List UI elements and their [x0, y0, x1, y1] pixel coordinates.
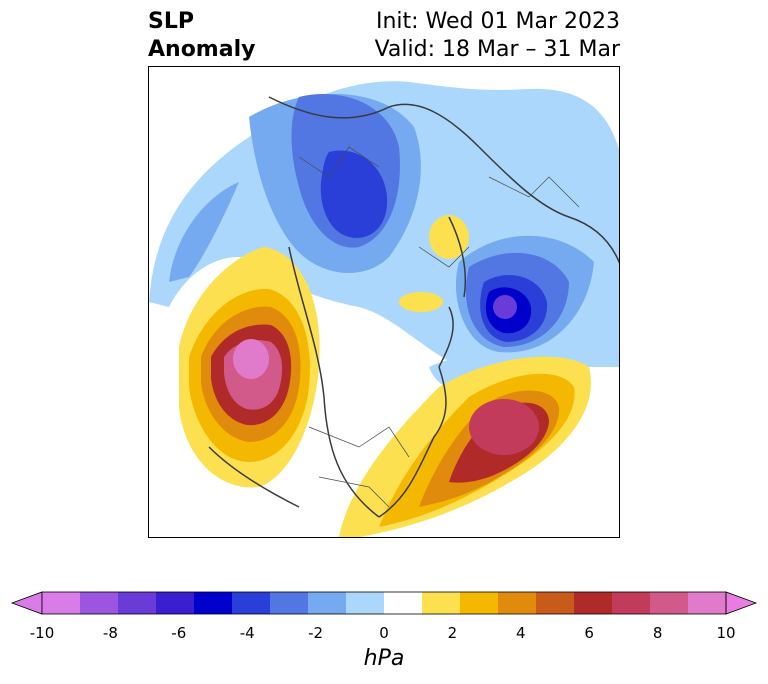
colorbar-tick-label: 2 — [447, 624, 458, 642]
colorbar-swatch — [270, 592, 309, 614]
colorbar-tick-label: -8 — [102, 624, 118, 642]
anomaly-peak-low — [493, 295, 517, 319]
anomaly-patch-arctic — [399, 292, 443, 312]
colorbar-swatch — [232, 592, 271, 614]
anomaly-peak-high — [233, 339, 269, 379]
colorbar-swatch — [536, 592, 575, 614]
colorbar-border — [41, 591, 727, 615]
colorbar-swatch — [460, 592, 499, 614]
colorbar-tick-label: 0 — [379, 624, 389, 642]
colorbar-swatch — [308, 592, 347, 614]
colorbar-tick-label: 10 — [716, 624, 736, 642]
units-label: hPa — [363, 646, 405, 671]
colorbar-tick-label: -4 — [239, 624, 255, 642]
colorbar-swatch — [80, 592, 119, 614]
colorbar-swatch — [194, 592, 233, 614]
anomaly-patch-scandinavia — [429, 215, 469, 259]
colorbar-swatch — [574, 592, 613, 614]
colorbar-swatch — [346, 592, 385, 614]
anomaly-region-core-negative — [320, 150, 388, 238]
colorbar-swatch — [156, 592, 195, 614]
colorbar-tick-label: -2 — [308, 624, 324, 642]
colorbar-tick-label: -6 — [171, 624, 187, 642]
colorbar-max-extension — [725, 591, 758, 615]
coastlines — [208, 96, 619, 518]
title-line-2: Anomaly — [148, 37, 256, 62]
colorbar-tick-label: 4 — [516, 624, 526, 642]
map-title: SLP Anomaly — [148, 8, 255, 64]
title-line-1: SLP — [148, 9, 194, 34]
init-date: Init: Wed 01 Mar 2023 — [375, 9, 620, 34]
borders — [298, 146, 580, 508]
colorbar — [10, 591, 758, 615]
colorbar-tick-label: 6 — [584, 624, 594, 642]
colorbar-swatch — [118, 592, 157, 614]
colorbar-min-extension — [10, 591, 43, 615]
polar-map — [148, 66, 620, 538]
colorbar-tick-label: -10 — [29, 624, 55, 642]
colorbar-swatch — [612, 592, 651, 614]
anomaly-region-mid-negative — [169, 182, 239, 282]
colorbar-swatch — [688, 592, 727, 614]
colorbar-swatch — [498, 592, 537, 614]
colorbar-swatch — [650, 592, 689, 614]
anomaly-peak-atlantic — [469, 399, 539, 455]
colorbar-tick-label: 8 — [652, 624, 663, 642]
colorbar-swatch — [384, 592, 423, 614]
colorbar-swatch — [422, 592, 461, 614]
colorbar-swatch — [42, 592, 81, 614]
valid-range: Valid: 18 Mar – 31 Mar — [374, 37, 620, 62]
anomaly-map-svg — [149, 81, 619, 537]
date-info: Init: Wed 01 Mar 2023 Valid: 18 Mar – 31… — [375, 8, 620, 64]
